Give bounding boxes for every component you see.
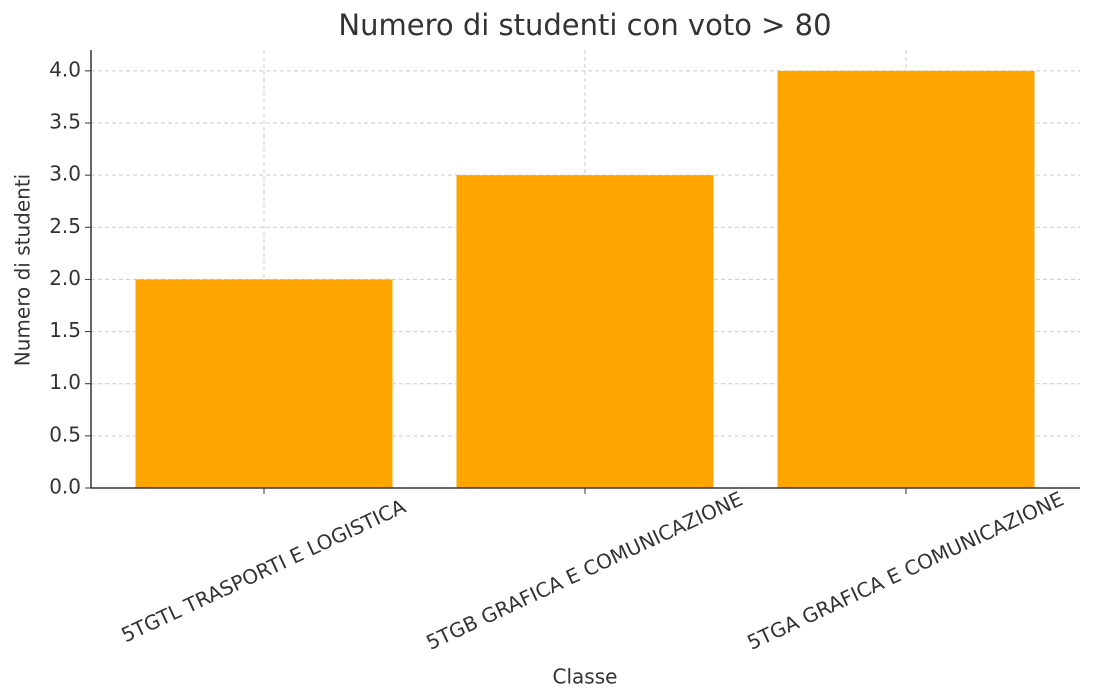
x-axis-label: Classe: [553, 665, 618, 689]
y-tick-label: 0.0: [49, 475, 81, 499]
y-tick-label: 1.5: [49, 318, 81, 342]
y-tick-label: 0.5: [49, 422, 81, 446]
y-axis-label: Numero di studenti: [11, 174, 35, 366]
y-tick-label: 4.0: [49, 57, 81, 81]
y-tick-label: 2.0: [49, 266, 81, 290]
y-tick-label: 3.5: [49, 110, 81, 134]
bar: [456, 175, 714, 488]
x-tick-label: 5TGB GRAFICA E COMUNICAZIONE: [422, 487, 746, 655]
bar: [777, 70, 1035, 488]
y-tick-label: 1.0: [49, 370, 81, 394]
x-tick-label: 5TGA GRAFICA E COMUNICAZIONE: [743, 487, 1067, 655]
bar: [135, 279, 393, 488]
y-tick-label: 3.0: [49, 162, 81, 186]
chart-title: Numero di studenti con voto > 80: [338, 8, 831, 42]
x-tick-label: 5TGTL TRASPORTI E LOGISTICA: [117, 494, 409, 647]
y-tick-label: 2.5: [49, 214, 81, 238]
